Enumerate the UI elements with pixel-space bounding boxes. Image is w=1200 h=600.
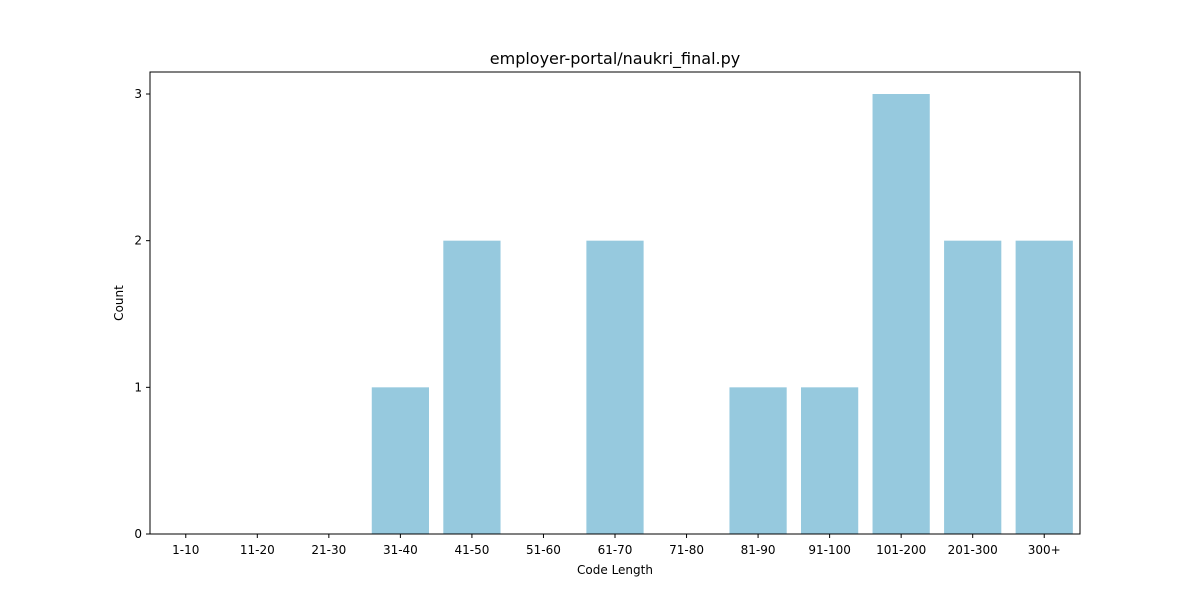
bar-101-200 [872, 94, 930, 534]
y-tick-label-1: 1 [134, 380, 142, 394]
bar-91-100 [801, 387, 859, 534]
bar-41-50 [443, 240, 501, 534]
x-tick-label-91-100: 91-100 [808, 543, 851, 557]
x-axis-label: Code Length [577, 563, 653, 577]
x-tick-label-71-80: 71-80 [669, 543, 704, 557]
x-tick-label-1-10: 1-10 [172, 543, 199, 557]
bar-31-40 [371, 387, 429, 534]
x-tick-label-300+: 300+ [1028, 543, 1061, 557]
x-tick-label-201-300: 201-300 [948, 543, 998, 557]
x-tick-label-61-70: 61-70 [598, 543, 633, 557]
y-axis-label: Count [112, 285, 126, 321]
y-tick-label-3: 3 [134, 87, 142, 101]
y-axis: 0 1 2 3 [134, 87, 150, 541]
x-tick-label-41-50: 41-50 [454, 543, 489, 557]
x-tick-label-31-40: 31-40 [383, 543, 418, 557]
bar-201-300 [944, 240, 1002, 534]
y-tick-label-2: 2 [134, 234, 142, 248]
x-tick-label-21-30: 21-30 [311, 543, 346, 557]
bars-group [371, 94, 1073, 534]
x-tick-label-11-20: 11-20 [240, 543, 275, 557]
x-axis: 1-10 11-20 21-30 31-40 41-50 51-60 61-70 71-80 8… [172, 534, 1061, 557]
x-tick-label-51-60: 51-60 [526, 543, 561, 557]
y-tick-label-0: 0 [134, 527, 142, 541]
bar-300+ [1015, 240, 1073, 534]
bar-81-90 [729, 387, 787, 534]
bar-61-70 [586, 240, 644, 534]
x-tick-label-81-90: 81-90 [741, 543, 776, 557]
x-tick-label-101-200: 101-200 [876, 543, 926, 557]
chart-title: employer-portal/naukri_final.py [490, 49, 740, 69]
